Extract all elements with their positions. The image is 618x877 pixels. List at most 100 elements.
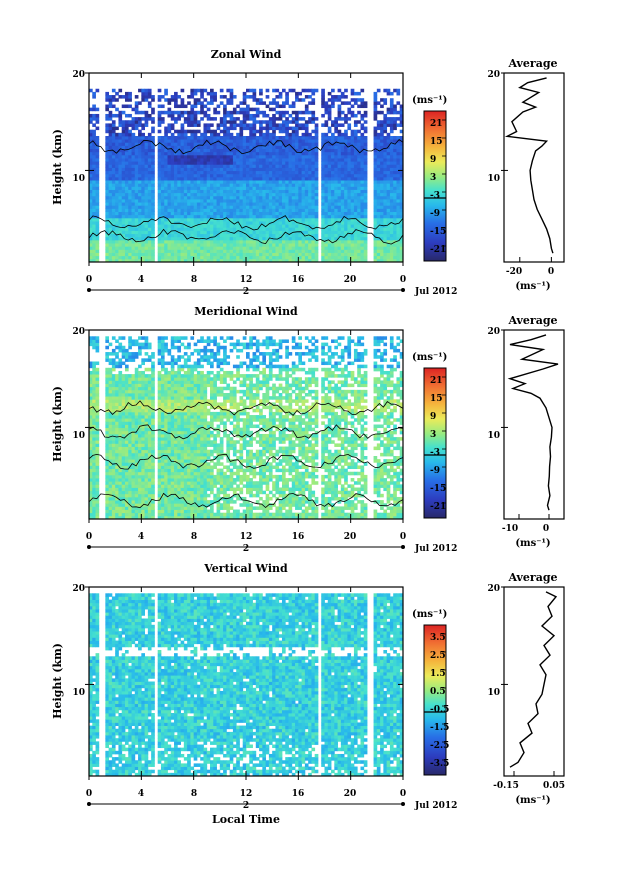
heatmap-cell [272, 208, 276, 212]
heatmap-cell [295, 212, 299, 216]
heatmap-cell [236, 190, 240, 194]
heatmap-cell [226, 89, 230, 93]
heatmap-cell [115, 469, 119, 473]
heatmap-cell [92, 240, 96, 244]
heatmap-cell [105, 453, 109, 457]
heatmap-cell [184, 117, 188, 121]
heatmap-cell [321, 218, 325, 222]
heatmap-cell [328, 136, 332, 140]
heatmap-cell [302, 127, 306, 131]
heatmap-cell [262, 256, 266, 260]
heatmap-cell [200, 164, 204, 168]
heatmap-cell [194, 180, 198, 184]
heatmap-cell [321, 208, 325, 212]
heatmap-cell [207, 215, 211, 219]
heatmap-cell [132, 256, 136, 260]
heatmap-cell [194, 152, 198, 156]
heatmap-cell [138, 249, 142, 253]
heatmap-cell [145, 142, 149, 146]
heatmap-cell [295, 246, 299, 250]
heatmap-cell [164, 161, 168, 165]
heatmap-cell [168, 205, 172, 209]
heatmap-cell [364, 253, 368, 257]
heatmap-cell [128, 180, 132, 184]
heatmap-cell [334, 127, 338, 131]
heatmap-cell [96, 443, 100, 447]
heatmap-cell [171, 208, 175, 212]
heatmap-cell [125, 355, 129, 359]
heatmap-cell [109, 503, 113, 507]
heatmap-cell [122, 506, 126, 510]
heatmap-cell [181, 183, 185, 187]
heatmap-cell [269, 224, 273, 228]
heatmap-cell [347, 193, 351, 197]
heatmap-cell [341, 196, 345, 200]
heatmap-cell [223, 174, 227, 178]
heatmap-cell [112, 506, 116, 510]
heatmap-cell [207, 202, 211, 206]
heatmap-cell [364, 130, 368, 134]
heatmap-cell [168, 161, 172, 165]
heatmap-cell [177, 183, 181, 187]
heatmap-cell [302, 158, 306, 162]
heatmap-cell [298, 246, 302, 250]
heatmap-cell [171, 111, 175, 115]
heatmap-cell [96, 218, 100, 222]
heatmap-cell [311, 117, 315, 121]
heatmap-cell [96, 224, 100, 228]
heatmap-cell [105, 224, 109, 228]
heatmap-cell [200, 89, 204, 93]
heatmap-cell [275, 246, 279, 250]
heatmap-cell [341, 249, 345, 253]
heatmap-cell [246, 240, 250, 244]
heatmap-cell [122, 396, 126, 400]
heatmap-cell [383, 171, 387, 175]
heatmap-cell [259, 253, 263, 257]
heatmap-cell [302, 152, 306, 156]
heatmap-cell [315, 168, 319, 172]
heatmap-cell [187, 101, 191, 105]
heatmap-cell [357, 174, 361, 178]
heatmap-cell [190, 249, 194, 253]
heatmap-cell [292, 136, 296, 140]
heatmap-cell [177, 164, 181, 168]
heatmap-cell [230, 168, 234, 172]
heatmap-cell [357, 136, 361, 140]
heatmap-cell [236, 212, 240, 216]
heatmap-cell [383, 130, 387, 134]
heatmap-cell [360, 196, 364, 200]
heatmap-cell [112, 440, 116, 444]
heatmap-cell [334, 215, 338, 219]
heatmap-cell [262, 180, 266, 184]
heatmap-cell [302, 136, 306, 140]
heatmap-cell [112, 472, 116, 476]
heatmap-cell [275, 127, 279, 131]
heatmap-cell [246, 231, 250, 235]
heatmap-cell [259, 202, 263, 206]
heatmap-cell [269, 186, 273, 190]
heatmap-cell [158, 246, 162, 250]
heatmap-cell [357, 234, 361, 238]
heatmap-cell [168, 139, 172, 143]
heatmap-cell [230, 234, 234, 238]
heatmap-cell [138, 202, 142, 206]
heatmap-cell [105, 478, 109, 482]
heatmap-cell [302, 243, 306, 247]
heatmap-cell [295, 227, 299, 231]
heatmap-cell [279, 221, 283, 225]
heatmap-cell [145, 202, 149, 206]
heatmap-cell [295, 199, 299, 203]
heatmap-cell [321, 186, 325, 190]
heatmap-cell [112, 202, 116, 206]
heatmap-cell [334, 246, 338, 250]
heatmap-cell [125, 142, 129, 146]
heatmap-cell [213, 256, 217, 260]
heatmap-cell [164, 174, 168, 178]
heatmap-cell [122, 377, 126, 381]
heatmap-cell [380, 205, 384, 209]
heatmap-cell [122, 202, 126, 206]
heatmap-cell [122, 171, 126, 175]
profile-line [507, 78, 553, 253]
heatmap-cell [315, 123, 319, 127]
heatmap-cell [171, 95, 175, 99]
